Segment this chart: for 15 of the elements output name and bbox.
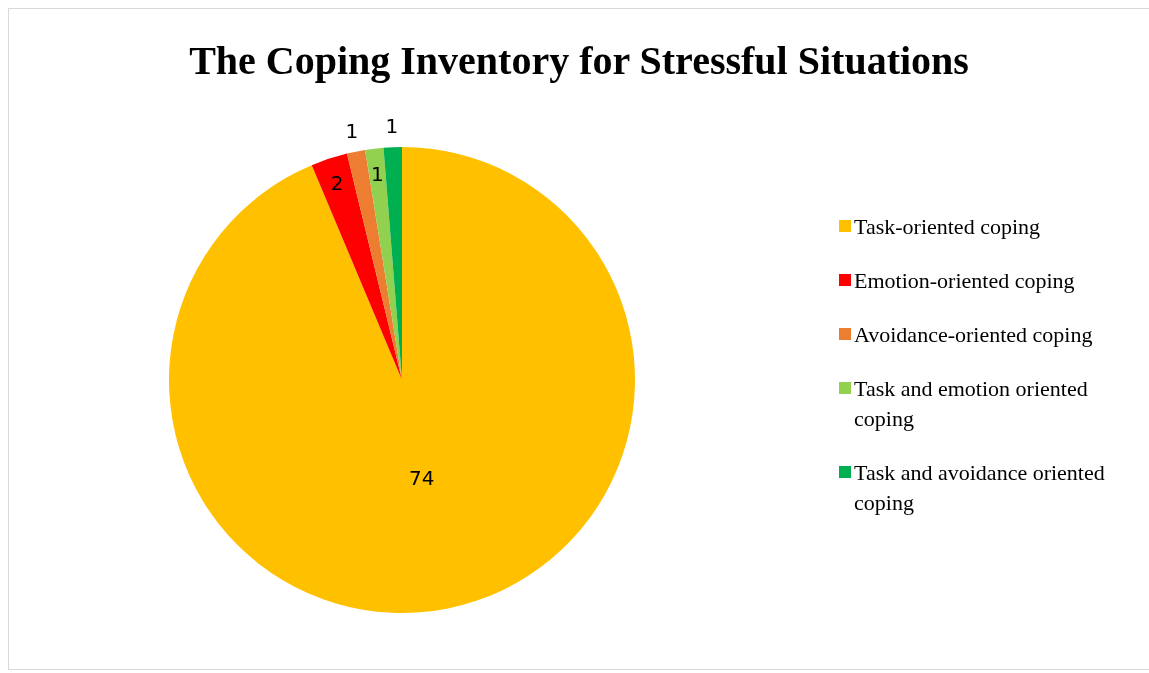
data-label: 1: [345, 119, 359, 144]
pie-slice: [311, 153, 402, 380]
legend-label: Task and emotion oriented coping: [854, 375, 1089, 433]
legend-label: Task and avoidance oriented coping: [854, 459, 1106, 517]
data-label: 1: [370, 162, 384, 187]
data-label: 74: [409, 466, 435, 491]
legend-label: Emotion-oriented coping: [854, 267, 1075, 295]
pie-slice: [365, 147, 402, 380]
legend-label: Task-oriented coping: [854, 213, 1041, 241]
legend-label: Avoidance-oriented coping: [854, 321, 1093, 349]
chart-title: The Coping Inventory for Stressful Situations: [188, 37, 970, 85]
data-label: 1: [385, 114, 399, 139]
data-label: 2: [330, 171, 344, 196]
pie-slice: [346, 149, 402, 380]
pie-slice: [169, 147, 635, 613]
